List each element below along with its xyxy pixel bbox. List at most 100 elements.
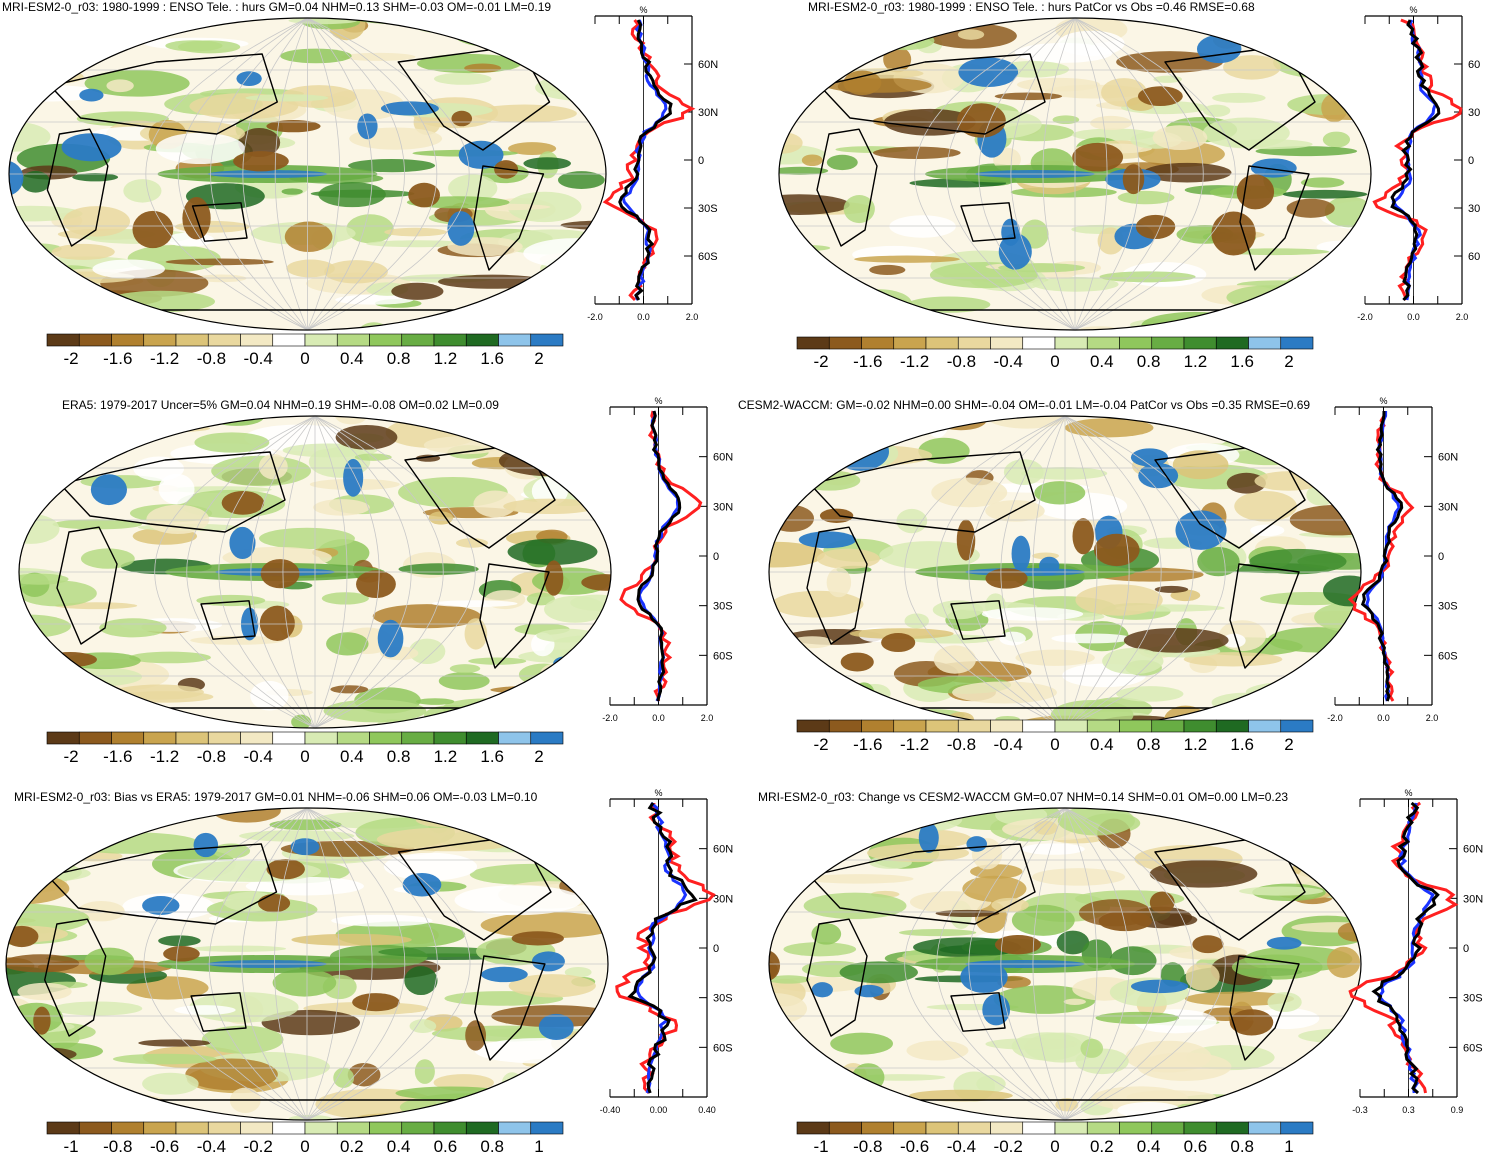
profile-x-tick: -2.0 (602, 713, 618, 723)
colorbar-swatch (1151, 719, 1185, 733)
colorbar-label: 1 (534, 1137, 543, 1156)
profile-lat-label: 60N (1438, 452, 1458, 464)
colorbar-label: 1.6 (480, 349, 504, 368)
colorbar-label: -1 (813, 1137, 828, 1156)
map-p6 (768, 807, 1362, 1121)
colorbar-swatch (240, 1121, 274, 1135)
colorbar-swatch (111, 333, 145, 347)
colorbar-swatch (1280, 336, 1314, 350)
colorbar-label: 2 (1284, 352, 1293, 371)
map-p3 (18, 415, 612, 729)
profile-lat-label: 30 (1468, 107, 1480, 119)
panel-p2: MRI-ESM2-0_r03: 1980-1999 : ENSO Tele. :… (750, 0, 1493, 380)
profile-lat-label: 60S (1463, 1042, 1483, 1054)
colorbar-swatch (1151, 336, 1185, 350)
profile-lat-label: 60N (1463, 844, 1483, 856)
profile-x-tick: 2.0 (686, 312, 699, 322)
colorbar-swatch (893, 336, 927, 350)
colorbar-swatch (1248, 719, 1282, 733)
colorbar-swatch (925, 719, 959, 733)
colorbar-swatch (175, 1121, 209, 1135)
colorbar-swatch (1183, 719, 1217, 733)
map-p1 (8, 17, 607, 331)
profile-lat-label: 30 (1468, 203, 1480, 215)
colorbar-swatch (893, 719, 927, 733)
profile-x-tick: -2.0 (1357, 312, 1373, 322)
colorbar-swatch (498, 333, 532, 347)
colorbar-label: -1.6 (853, 352, 882, 371)
colorbar-p4: -2 -1.6 -1.2 -0.8 -0.4 0 0.4 0.8 1.2 1.6 2 (796, 719, 1314, 754)
colorbar-label: 0.4 (340, 349, 364, 368)
profile-unit: % (639, 5, 647, 15)
colorbar-swatch (957, 336, 991, 350)
colorbar-swatch (272, 731, 306, 745)
profile-unit: % (1379, 396, 1387, 406)
colorbar-swatch (240, 333, 274, 347)
colorbar-swatch (1119, 336, 1153, 350)
colorbar-swatch (143, 1121, 177, 1135)
profile-lat-label: 30N (698, 107, 718, 119)
profile-lat-label: 0 (713, 943, 719, 955)
colorbar-label: 0.4 (1090, 352, 1114, 371)
colorbar-swatch (143, 333, 177, 347)
profile-lat-label: 0 (1463, 943, 1469, 955)
profile-mean-line (1360, 410, 1404, 702)
colorbar-swatch (304, 333, 338, 347)
profile-x-tick: -2.0 (587, 312, 603, 322)
colorbar-swatch (401, 333, 435, 347)
colorbar-label: 1.2 (434, 747, 458, 766)
colorbar-label: 0 (300, 1137, 309, 1156)
profile-lat-label: 60S (1438, 650, 1458, 662)
profile-unit: % (1409, 5, 1417, 15)
colorbar-label: 0.8 (480, 1137, 504, 1156)
colorbar-label: 0 (300, 349, 309, 368)
profile-lat-label: 30N (1463, 893, 1483, 905)
colorbar-swatch (433, 333, 467, 347)
colorbar-swatch (1183, 1121, 1217, 1135)
colorbar-swatch (465, 731, 499, 745)
colorbar-label: -0.6 (900, 1137, 929, 1156)
profile-land-line (1372, 18, 1463, 301)
colorbar-label: 1.2 (1184, 735, 1208, 754)
profile-lat-label: 30S (713, 601, 733, 613)
colorbar-swatch (796, 719, 830, 733)
colorbar-label: 0.2 (340, 1137, 364, 1156)
profile-x-tick: 2.0 (1456, 312, 1469, 322)
colorbar-swatch (433, 731, 467, 745)
colorbar-swatch (828, 336, 862, 350)
colorbar-swatch (46, 731, 80, 745)
profile-lat-label: 0 (713, 551, 719, 563)
colorbar-label: -0.4 (947, 1137, 976, 1156)
colorbar-label: -2 (63, 747, 78, 766)
panel-p6: MRI-ESM2-0_r03: Change vs CESM2-WACCM GM… (750, 782, 1493, 1161)
colorbar-label: 2 (1284, 735, 1293, 754)
colorbar-swatch (433, 1121, 467, 1135)
colorbar-label: 0.4 (1137, 1137, 1161, 1156)
profile-lat-label: 60S (698, 251, 718, 263)
profile-lat-label: 0 (698, 155, 704, 167)
colorbar-label: -2 (813, 735, 828, 754)
colorbar-swatch (957, 719, 991, 733)
colorbar-label: -0.4 (197, 1137, 226, 1156)
colorbar-label: -0.2 (244, 1137, 273, 1156)
colorbar-swatch (401, 1121, 435, 1135)
colorbar-label: -0.4 (994, 352, 1023, 371)
profile-p4: % -2.0 0.0 2.0 60N 30N 0 30S 60S (1327, 396, 1458, 723)
colorbar-label: 1.6 (1230, 352, 1254, 371)
colorbar-swatch (530, 731, 564, 745)
colorbar-swatch (990, 719, 1024, 733)
colorbar-swatch (796, 336, 830, 350)
profile-lat-label: 30S (698, 203, 718, 215)
colorbar-label: -2 (813, 352, 828, 371)
profile-p6: % -0.3 0.3 0.9 60N 30N 0 30S 60S (1348, 788, 1483, 1115)
colorbar-label: -2 (63, 349, 78, 368)
colorbar-label: -0.8 (197, 747, 226, 766)
colorbar-label: -0.4 (244, 349, 273, 368)
profile-x-tick: 0.0 (1407, 312, 1420, 322)
colorbar-label: 0.8 (387, 747, 411, 766)
profile-land-line (1348, 801, 1459, 1094)
colorbar-swatch (1248, 336, 1282, 350)
profile-x-tick: -0.3 (1352, 1105, 1368, 1115)
profile-x-tick: 0.9 (1451, 1105, 1464, 1115)
colorbar-label: 0 (1050, 735, 1059, 754)
